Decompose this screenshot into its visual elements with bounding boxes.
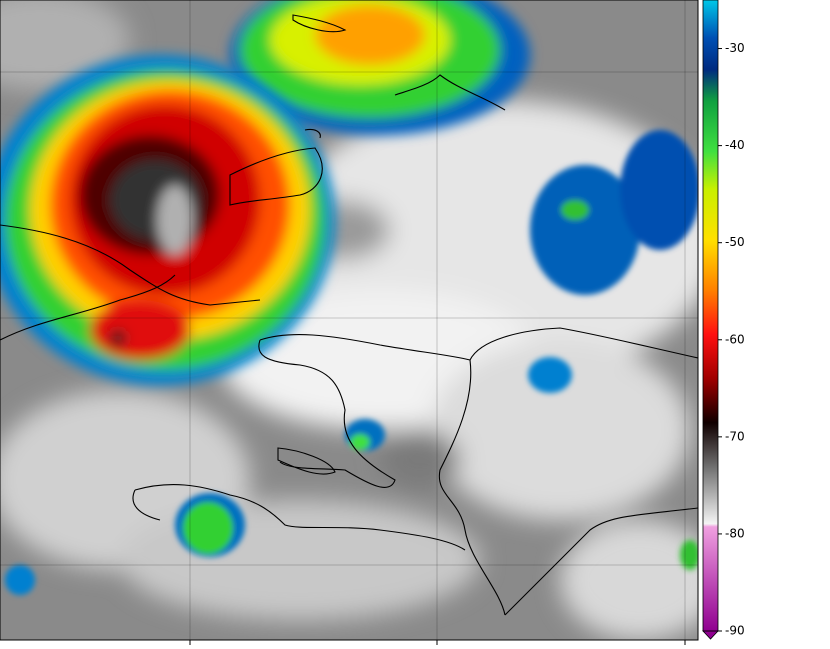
colorbar-tick-label: -40 <box>725 138 745 152</box>
storm-small <box>5 130 698 595</box>
colorbar-gradient <box>703 0 718 631</box>
colorbar-tick-label: -70 <box>725 429 745 443</box>
graticule <box>0 0 698 640</box>
storm-main <box>0 55 335 385</box>
map-frame <box>0 0 699 641</box>
colorbar-tick-label: -50 <box>725 235 745 249</box>
colorbar-tick-label: -90 <box>725 624 745 638</box>
colorbar-tick-label: -80 <box>725 526 745 540</box>
colorbar-tick-label: -30 <box>725 41 745 55</box>
colorbar-extend <box>702 630 719 640</box>
colorbar-tick-label: -60 <box>725 332 745 346</box>
coastlines <box>0 14 698 616</box>
map-ticks <box>189 640 686 645</box>
colorbar-frame <box>702 0 719 632</box>
colorbar: -30 -40 -50 -60 -70 -80 -90 <box>702 0 745 640</box>
storm-top <box>230 0 530 135</box>
satellite-map <box>0 0 698 640</box>
